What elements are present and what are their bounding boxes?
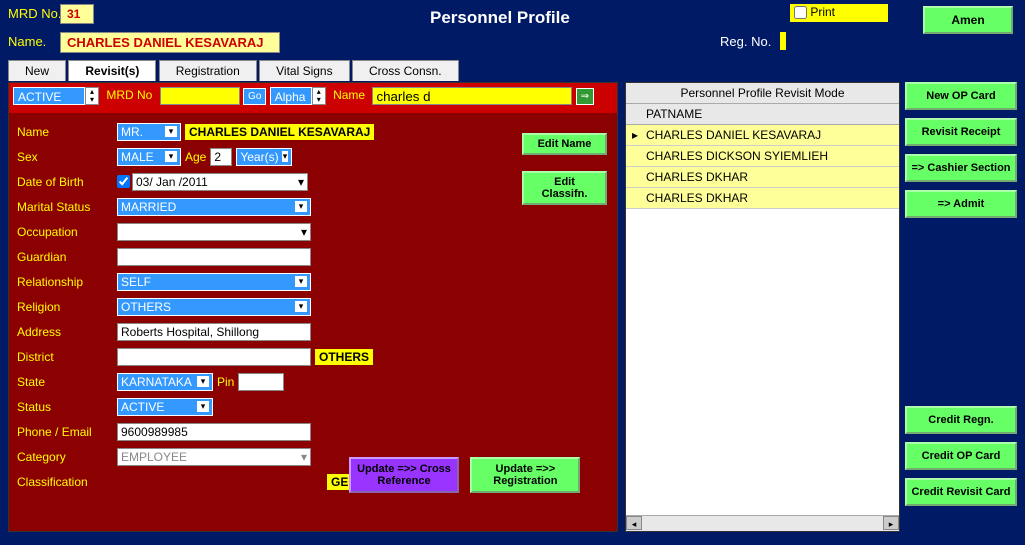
state-select[interactable]: KARNATAKA▾: [117, 373, 213, 391]
sex-select[interactable]: MALE▾: [117, 148, 181, 166]
scroll-right-icon[interactable]: ▸: [883, 516, 899, 530]
marital-select[interactable]: MARRIED▾: [117, 198, 311, 216]
pin-label: Pin: [217, 375, 234, 389]
search-mrdno-label: MRD No: [106, 88, 152, 102]
update-cross-ref-button[interactable]: Update =>> Cross Reference: [349, 457, 459, 493]
patient-list: CHARLES DANIEL KESAVARAJ CHARLES DICKSON…: [626, 125, 899, 209]
tab-new[interactable]: New: [8, 60, 66, 81]
form-guardian-label: Guardian: [17, 250, 117, 264]
search-bar: ACTIVE▴▾ MRD No Go Alpha▴▾ Name ⇒: [9, 83, 617, 113]
category-select[interactable]: EMPLOYEE▾: [117, 448, 311, 466]
regno-value: [780, 32, 786, 50]
patient-row[interactable]: CHARLES DKHAR: [626, 188, 899, 209]
tab-registration[interactable]: Registration: [159, 60, 257, 81]
form-dob-label: Date of Birth: [17, 175, 117, 189]
horizontal-scrollbar[interactable]: ◂ ▸: [626, 515, 899, 531]
scroll-left-icon[interactable]: ◂: [626, 516, 642, 530]
credit-regn-button[interactable]: Credit Regn.: [905, 406, 1017, 434]
tab-revisits[interactable]: Revisit(s): [68, 60, 156, 81]
update-registration-button[interactable]: Update =>> Registration: [470, 457, 580, 493]
form-name-label: Name: [17, 125, 117, 139]
age-label: Age: [185, 150, 206, 164]
tab-bar: New Revisit(s) Registration Vital Signs …: [8, 60, 458, 82]
tab-vital-signs[interactable]: Vital Signs: [259, 60, 349, 81]
print-checkbox-box[interactable]: Print: [790, 4, 888, 22]
patient-row[interactable]: CHARLES DANIEL KESAVARAJ: [626, 125, 899, 146]
dob-checkbox[interactable]: [117, 175, 130, 188]
search-go-button[interactable]: ⇒: [576, 88, 594, 105]
occupation-select[interactable]: ▾: [117, 223, 311, 241]
amen-button[interactable]: Amen: [923, 6, 1013, 34]
status-filter-select[interactable]: ACTIVE: [13, 87, 85, 105]
search-mrdno-input[interactable]: [160, 87, 240, 105]
religion-select[interactable]: OTHERS▾: [117, 298, 311, 316]
alpha-select[interactable]: Alpha: [270, 87, 312, 105]
revisit-receipt-button[interactable]: Revisit Receipt: [905, 118, 1017, 146]
alpha-spinner[interactable]: ▴▾: [312, 87, 326, 105]
title-select[interactable]: MR.▾: [117, 123, 181, 141]
form-district-label: District: [17, 350, 117, 364]
page-title: Personnel Profile: [430, 8, 570, 28]
search-name-input[interactable]: [372, 87, 572, 105]
address-input[interactable]: [117, 323, 311, 341]
print-checkbox[interactable]: [794, 6, 807, 19]
go-button[interactable]: Go: [243, 88, 266, 105]
cashier-section-button[interactable]: => Cashier Section: [905, 154, 1017, 182]
results-panel: Personnel Profile Revisit Mode PATNAME C…: [625, 82, 900, 532]
status-spinner[interactable]: ▴▾: [85, 87, 99, 105]
patient-row[interactable]: CHARLES DICKSON SYIEMLIEH: [626, 146, 899, 167]
tab-cross-consn[interactable]: Cross Consn.: [352, 60, 459, 81]
mrd-label: MRD No.: [8, 6, 61, 21]
patient-row[interactable]: CHARLES DKHAR: [626, 167, 899, 188]
age-unit-select[interactable]: Year(s)▾: [236, 148, 292, 166]
form-name-value: CHARLES DANIEL KESAVARAJ: [185, 124, 374, 140]
form-occupation-label: Occupation: [17, 225, 117, 239]
relationship-select[interactable]: SELF▾: [117, 273, 311, 291]
status-select[interactable]: ACTIVE▾: [117, 398, 213, 416]
name-value: CHARLES DANIEL KESAVARAJ: [60, 32, 280, 53]
patname-column-header[interactable]: PATNAME: [626, 104, 899, 125]
credit-revisit-card-button[interactable]: Credit Revisit Card: [905, 478, 1017, 506]
edit-name-button[interactable]: Edit Name: [522, 133, 607, 155]
new-op-card-button[interactable]: New OP Card: [905, 82, 1017, 110]
name-label: Name.: [8, 34, 46, 49]
phone-input[interactable]: [117, 423, 311, 441]
search-name-label: Name: [333, 88, 365, 102]
district-input[interactable]: [117, 348, 311, 366]
form-classification-label: Classification: [17, 475, 117, 489]
form-religion-label: Religion: [17, 300, 117, 314]
form-sex-label: Sex: [17, 150, 117, 164]
guardian-input[interactable]: [117, 248, 311, 266]
form-category-label: Category: [17, 450, 117, 464]
mrd-value: 31: [60, 4, 94, 24]
form-address-label: Address: [17, 325, 117, 339]
form-status-label: Status: [17, 400, 117, 414]
regno-label: Reg. No.: [720, 34, 771, 49]
credit-op-card-button[interactable]: Credit OP Card: [905, 442, 1017, 470]
edit-classifn-button[interactable]: Edit Classifn.: [522, 171, 607, 205]
form-state-label: State: [17, 375, 117, 389]
form-phone-label: Phone / Email: [17, 425, 117, 439]
age-input[interactable]: [210, 148, 232, 166]
form-relationship-label: Relationship: [17, 275, 117, 289]
action-sidebar: New OP Card Revisit Receipt => Cashier S…: [905, 82, 1017, 514]
admit-button[interactable]: => Admit: [905, 190, 1017, 218]
print-label: Print: [810, 5, 835, 19]
form-panel: ACTIVE▴▾ MRD No Go Alpha▴▾ Name ⇒ Name M…: [8, 82, 618, 532]
district-other: OTHERS: [315, 349, 373, 365]
dob-input[interactable]: 03/ Jan /2011▾: [132, 173, 308, 191]
results-header: Personnel Profile Revisit Mode: [626, 83, 899, 104]
pin-input[interactable]: [238, 373, 284, 391]
form-marital-label: Marital Status: [17, 200, 117, 214]
